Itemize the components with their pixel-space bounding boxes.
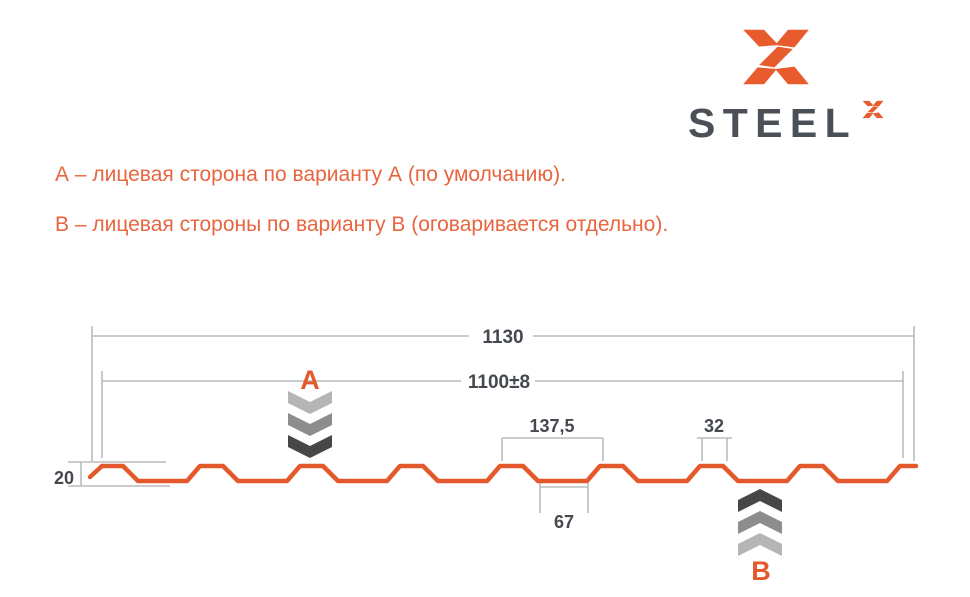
- side-a-marker: А: [288, 365, 332, 458]
- dim-overall-width-value: 1130: [482, 327, 523, 348]
- dim-profile-height: 20: [54, 461, 170, 488]
- dim-rib-top-width: 32: [697, 416, 732, 461]
- dim-overall-width: 1130: [91, 326, 915, 461]
- dim-working-width-value: 1100±8: [468, 372, 530, 393]
- dim-rib-pitch: 137,5: [501, 416, 604, 461]
- side-b-label: В: [751, 556, 771, 586]
- brand-logo: STEEL: [688, 25, 918, 144]
- dim-rib-top-value: 32: [704, 416, 724, 436]
- dim-valley-value: 67: [554, 512, 574, 532]
- steelx-x-mark-icon: [743, 29, 809, 85]
- side-a-chevron-down-icon: [288, 391, 332, 458]
- brand-name: STEEL: [688, 100, 858, 146]
- dim-rib-pitch-value: 137,5: [529, 416, 574, 436]
- dim-height-value: 20: [54, 468, 74, 488]
- profile-outline: [87, 463, 919, 484]
- note-line-a: А – лицевая сторона по варианту А (по ум…: [55, 163, 566, 186]
- dim-valley-width: 67: [539, 483, 589, 532]
- note-line-b: В – лицевая стороны по варианту В (огова…: [55, 213, 669, 236]
- side-b-chevron-up-icon: [738, 489, 782, 556]
- side-b-marker: В: [738, 489, 782, 586]
- dim-working-width: 1100±8: [101, 371, 904, 458]
- side-a-label: А: [300, 365, 320, 395]
- brand-superscript-x-icon: [862, 100, 884, 119]
